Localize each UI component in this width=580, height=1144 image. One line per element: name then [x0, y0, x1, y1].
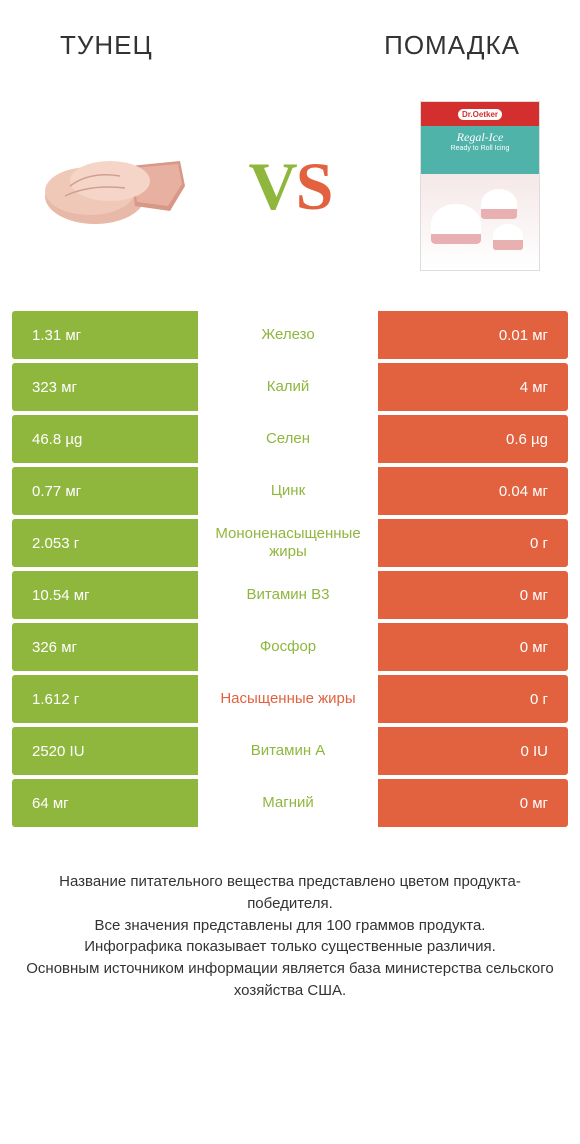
right-value-cell: 0 мг [378, 779, 568, 827]
nutrient-label-cell: Железо [198, 311, 378, 359]
nutrient-label-cell: Магний [198, 779, 378, 827]
comparison-table: 1.31 мгЖелезо0.01 мг323 мгКалий4 мг46.8 … [0, 311, 580, 827]
left-value-cell: 46.8 µg [12, 415, 198, 463]
table-row: 1.612 гНасыщенные жиры0 г [12, 675, 568, 723]
fondant-package-icon: Dr.Oetker Regal-Ice Ready to Roll Icing [420, 101, 540, 271]
footer-line-2: Все значения представлены для 100 граммо… [24, 915, 556, 937]
nutrient-label-cell: Витамин B3 [198, 571, 378, 619]
nutrient-label-cell: Витамин A [198, 727, 378, 775]
table-row: 0.77 мгЦинк0.04 мг [12, 467, 568, 515]
nutrient-label-cell: Мононенасыщенные жиры [198, 519, 378, 567]
table-row: 64 мгМагний0 мг [12, 779, 568, 827]
left-product-title: ТУНЕЦ [60, 30, 153, 61]
left-value-cell: 1.612 г [12, 675, 198, 723]
footer-line-4: Основным источником информации является … [24, 958, 556, 1002]
table-row: 1.31 мгЖелезо0.01 мг [12, 311, 568, 359]
right-value-cell: 0.04 мг [378, 467, 568, 515]
vs-s: S [296, 148, 332, 224]
nutrient-label-cell: Селен [198, 415, 378, 463]
left-value-cell: 64 мг [12, 779, 198, 827]
left-value-cell: 2.053 г [12, 519, 198, 567]
fondant-line2: Ready to Roll Icing [421, 145, 539, 152]
table-row: 326 мгФосфор0 мг [12, 623, 568, 671]
fondant-brand: Dr.Oetker [458, 109, 502, 120]
vs-v: V [249, 148, 296, 224]
footer-line-1: Название питательного вещества представл… [24, 871, 556, 915]
right-value-cell: 0 мг [378, 623, 568, 671]
nutrient-label-cell: Цинк [198, 467, 378, 515]
right-value-cell: 0 г [378, 519, 568, 567]
right-value-cell: 4 мг [378, 363, 568, 411]
right-value-cell: 0.01 мг [378, 311, 568, 359]
right-value-cell: 0.6 µg [378, 415, 568, 463]
nutrient-label-cell: Фосфор [198, 623, 378, 671]
fondant-image: Dr.Oetker Regal-Ice Ready to Roll Icing [370, 101, 540, 271]
table-row: 10.54 мгВитамин B30 мг [12, 571, 568, 619]
right-value-cell: 0 г [378, 675, 568, 723]
nutrient-label-cell: Насыщенные жиры [198, 675, 378, 723]
tuna-image [40, 101, 210, 271]
vs-label: VS [249, 147, 332, 226]
right-value-cell: 0 IU [378, 727, 568, 775]
left-value-cell: 326 мг [12, 623, 198, 671]
table-row: 323 мгКалий4 мг [12, 363, 568, 411]
header: ТУНЕЦ ПОМАДКА [0, 0, 580, 81]
fondant-line1: Regal-Ice [421, 130, 539, 145]
images-row: VS Dr.Oetker Regal-Ice Ready to Roll Ici… [0, 81, 580, 311]
table-row: 2520 IUВитамин A0 IU [12, 727, 568, 775]
nutrient-label-cell: Калий [198, 363, 378, 411]
left-value-cell: 0.77 мг [12, 467, 198, 515]
tuna-icon [40, 126, 210, 246]
left-value-cell: 323 мг [12, 363, 198, 411]
footer-notes: Название питательного вещества представл… [0, 831, 580, 1002]
right-value-cell: 0 мг [378, 571, 568, 619]
footer-line-3: Инфографика показывает только существенн… [24, 936, 556, 958]
right-product-title: ПОМАДКА [384, 30, 520, 61]
table-row: 46.8 µgСелен0.6 µg [12, 415, 568, 463]
left-value-cell: 1.31 мг [12, 311, 198, 359]
table-row: 2.053 гМононенасыщенные жиры0 г [12, 519, 568, 567]
left-value-cell: 2520 IU [12, 727, 198, 775]
left-value-cell: 10.54 мг [12, 571, 198, 619]
